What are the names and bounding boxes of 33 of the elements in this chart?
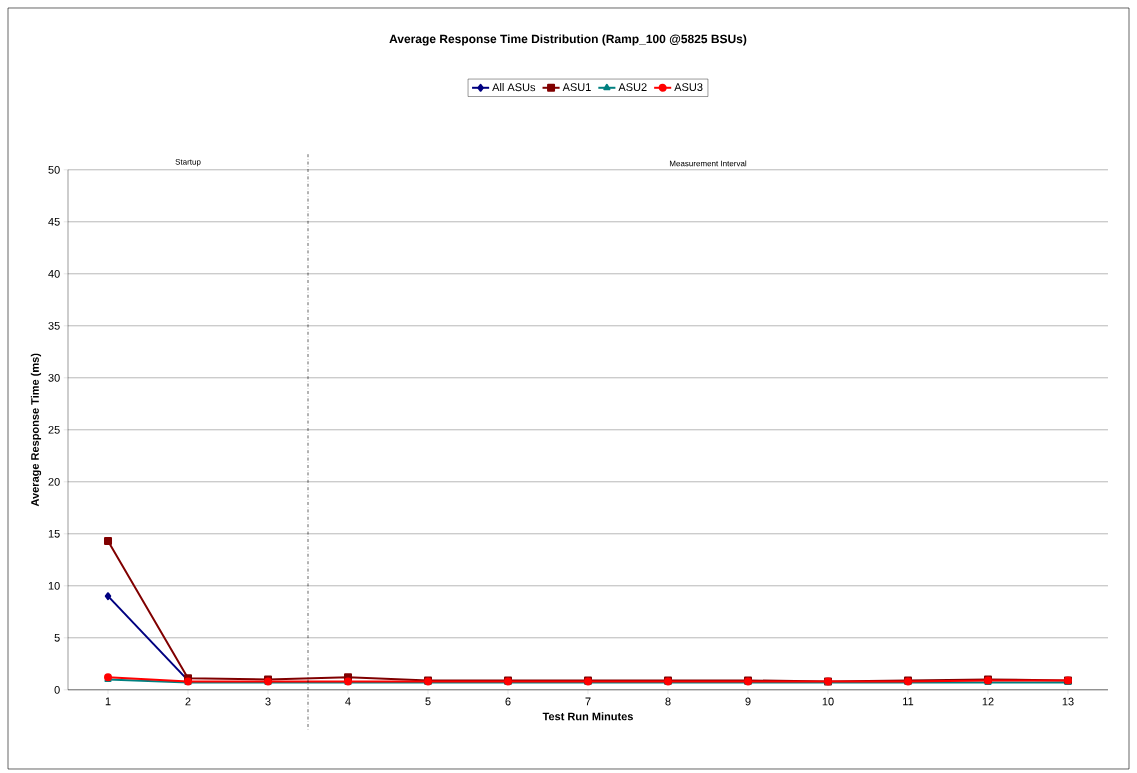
x-tick-label: 10 xyxy=(822,697,834,706)
legend-label: ASU1 xyxy=(562,83,591,91)
x-tick-label: 12 xyxy=(982,697,994,706)
x-tick-label: 8 xyxy=(665,697,671,706)
legend-label: ASU2 xyxy=(618,83,647,91)
y-tick-label: 10 xyxy=(48,581,60,590)
text: Startup xyxy=(175,159,201,167)
x-tick-label: 11 xyxy=(903,697,914,706)
legend-label: All ASUs xyxy=(492,83,536,92)
y-tick-label: 15 xyxy=(48,529,60,538)
x-tick-label: 5 xyxy=(425,697,431,706)
y-tick-label: 25 xyxy=(48,425,60,434)
y-tick-label: 20 xyxy=(48,477,60,486)
x-tick-label: 2 xyxy=(185,697,191,706)
x-tick-label: 9 xyxy=(745,697,751,706)
chart-title: Average Response Time Distribution (Ramp_100 @5825 BSUs) xyxy=(389,34,747,46)
x-tick-label: 1 xyxy=(105,697,111,706)
y-tick-label: 0 xyxy=(54,685,60,694)
y-tick-label: 50 xyxy=(48,165,60,174)
y-tick-label: 30 xyxy=(48,373,60,382)
x-axis-title: Test Run Minutes xyxy=(542,712,633,721)
y-tick-label: 45 xyxy=(48,217,60,226)
x-tick-label: 7 xyxy=(585,697,591,706)
y-tick-label: 40 xyxy=(48,269,60,278)
y-tick-label: 35 xyxy=(48,321,60,330)
legend-label: ASU3 xyxy=(674,83,703,91)
x-tick-label: 3 xyxy=(265,697,271,706)
y-axis-title: Average Response Time (ms) xyxy=(30,353,42,507)
text: Measurement Interval xyxy=(669,160,747,167)
y-tick-label: 5 xyxy=(54,633,60,642)
x-tick-label: 4 xyxy=(345,697,351,706)
x-tick-label: 13 xyxy=(1062,697,1074,706)
x-tick-label: 6 xyxy=(505,697,511,706)
